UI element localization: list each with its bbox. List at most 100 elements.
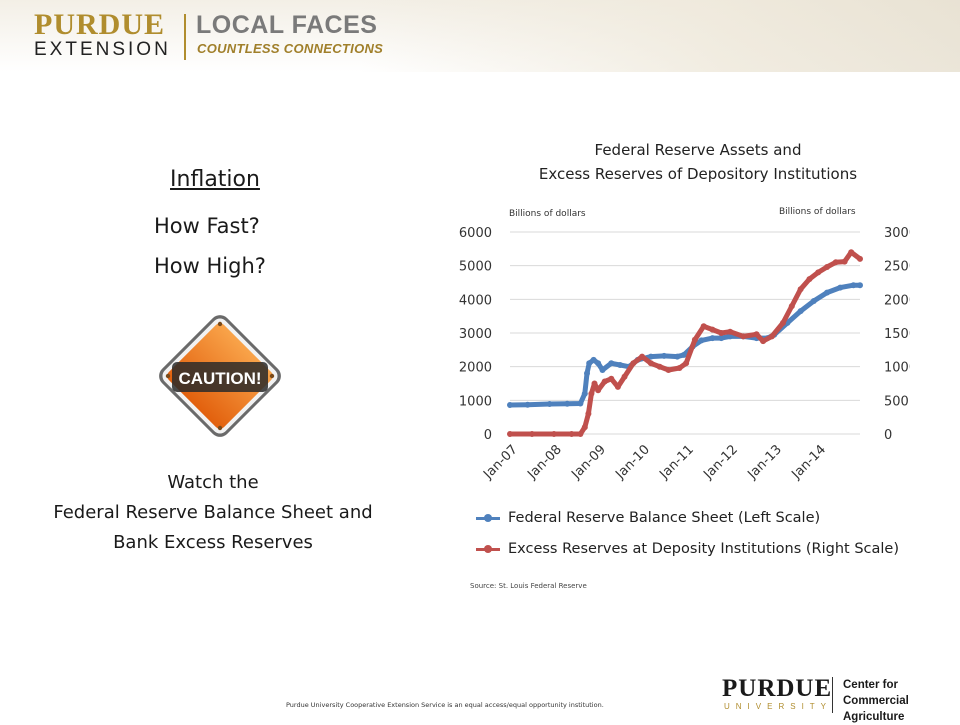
data-point-excess-reserves — [621, 373, 628, 380]
data-point-excess-reserves — [760, 338, 767, 345]
y-right-tick-label: 2500 — [884, 260, 910, 275]
data-point-excess-reserves — [824, 264, 830, 270]
data-point-excess-reserves — [647, 360, 654, 367]
purdue-logo-wordmark: PURDUE — [34, 8, 165, 41]
data-point-excess-reserves — [683, 360, 690, 367]
data-point-balance-sheet — [595, 360, 602, 367]
legend-swatch-red — [476, 544, 500, 554]
data-point-excess-reserves — [656, 363, 663, 370]
data-point-excess-reserves — [601, 378, 608, 385]
data-point-excess-reserves — [507, 431, 513, 437]
local-faces-wordmark: LOCAL FACES — [196, 11, 378, 39]
data-point-excess-reserves — [788, 303, 795, 310]
chart-title-line-1: Federal Reserve Assets and — [594, 141, 802, 159]
y-right-tick-label: 1000 — [884, 361, 910, 376]
caution-sign-icon: CAUTION! — [150, 306, 290, 446]
legend-item-excess-reserves: Excess Reserves at Deposity Institutions… — [476, 541, 899, 557]
series-line-balance-sheet — [507, 282, 863, 408]
data-point-excess-reserves — [815, 269, 822, 276]
data-point-balance-sheet — [674, 353, 681, 360]
data-point-excess-reserves — [577, 431, 584, 437]
data-point-excess-reserves — [727, 328, 734, 335]
data-point-excess-reserves — [768, 333, 775, 340]
footer-divider — [832, 677, 833, 713]
footer-university-wordmark: UNIVERSITY — [724, 702, 833, 711]
data-point-excess-reserves — [780, 319, 786, 326]
data-point-excess-reserves — [806, 276, 813, 283]
watch-line-3: Bank Excess Reserves — [113, 532, 313, 553]
data-point-excess-reserves — [551, 431, 557, 437]
extension-wordmark: EXTENSION — [34, 39, 171, 60]
question-how-high: How High? — [154, 254, 266, 278]
data-point-balance-sheet — [524, 401, 531, 408]
data-point-excess-reserves — [630, 360, 637, 367]
data-point-excess-reserves — [608, 375, 615, 382]
y-left-tick-label: 3000 — [459, 327, 492, 342]
x-tick-label: Jan-09 — [568, 442, 609, 483]
data-point-balance-sheet — [857, 282, 863, 289]
watch-line-2: Federal Reserve Balance Sheet and — [53, 502, 373, 523]
data-point-balance-sheet — [599, 367, 606, 373]
data-point-excess-reserves — [841, 258, 848, 265]
data-point-balance-sheet — [837, 284, 844, 291]
data-point-balance-sheet — [647, 353, 654, 360]
data-point-excess-reserves — [848, 249, 855, 256]
y-left-tick-label: 1000 — [459, 394, 492, 409]
data-point-excess-reserves — [832, 259, 839, 266]
chart-title: Federal Reserve Assets and Excess Reserv… — [500, 138, 896, 186]
y-left-tick-label: 4000 — [459, 293, 492, 308]
data-point-balance-sheet — [680, 351, 687, 358]
y-left-tick-label: 5000 — [459, 260, 492, 275]
watch-caption: Watch the Federal Reserve Balance Sheet … — [0, 468, 426, 558]
slide-heading: Inflation — [170, 167, 260, 192]
data-point-excess-reserves — [614, 383, 621, 390]
data-point-balance-sheet — [709, 335, 716, 342]
legend-item-balance-sheet: Federal Reserve Balance Sheet (Left Scal… — [476, 510, 820, 526]
question-how-fast: How Fast? — [154, 214, 260, 238]
data-point-balance-sheet — [850, 282, 857, 289]
x-tick-label: Jan-12 — [700, 442, 741, 483]
data-point-balance-sheet — [590, 356, 597, 363]
x-tick-label: Jan-13 — [744, 442, 785, 483]
data-point-balance-sheet — [698, 337, 705, 344]
data-point-excess-reserves — [568, 431, 575, 437]
logo-divider — [184, 14, 186, 60]
data-point-excess-reserves — [691, 336, 698, 343]
y-right-tick-label: 500 — [884, 394, 909, 409]
data-point-balance-sheet — [661, 352, 668, 359]
data-point-balance-sheet — [577, 400, 584, 407]
x-tick-label: Jan-14 — [789, 442, 830, 483]
data-point-balance-sheet — [564, 400, 571, 407]
legend-label-balance-sheet: Federal Reserve Balance Sheet (Left Scal… — [508, 510, 821, 526]
data-point-excess-reserves — [529, 431, 535, 437]
data-point-excess-reserves — [639, 353, 646, 360]
data-point-balance-sheet — [586, 360, 593, 367]
data-point-excess-reserves — [585, 410, 592, 417]
chart-title-line-2: Excess Reserves of Depository Institutio… — [538, 165, 858, 183]
caution-sign-graphic: CAUTION! — [159, 315, 281, 437]
y-left-tick-label: 6000 — [459, 226, 492, 241]
y-left-axis-label: Billions of dollars — [509, 209, 586, 219]
data-point-excess-reserves — [588, 390, 595, 397]
y-right-tick-label: 3000 — [884, 226, 910, 241]
data-point-balance-sheet — [507, 402, 513, 408]
data-point-excess-reserves — [595, 387, 602, 394]
chart-plot: 0 1000 2000 3000 4000 5000 6000 0 500 1000 1500 200… — [459, 207, 910, 483]
data-point-balance-sheet — [727, 333, 734, 340]
data-point-balance-sheet — [581, 390, 588, 397]
data-point-excess-reserves — [665, 367, 672, 373]
caution-sign-text: CAUTION! — [178, 369, 261, 388]
footer-purdue-logo: PURDUE — [722, 675, 833, 702]
legend-label-excess-reserves: Excess Reserves at Deposity Institutions… — [508, 541, 900, 557]
series-line-excess-reserves — [507, 249, 863, 437]
data-point-balance-sheet — [810, 298, 817, 304]
data-point-excess-reserves — [718, 330, 725, 336]
x-tick-label: Jan-07 — [480, 442, 521, 483]
y-right-tick-label: 2000 — [884, 293, 910, 308]
data-point-balance-sheet — [617, 362, 624, 368]
watch-line-1: Watch the — [167, 472, 259, 493]
tagline: COUNTLESS CONNECTIONS — [197, 41, 384, 56]
data-point-excess-reserves — [581, 424, 588, 431]
y-left-tick-label: 2000 — [459, 361, 492, 376]
center-line-2: Commercial Agriculture — [843, 695, 909, 723]
